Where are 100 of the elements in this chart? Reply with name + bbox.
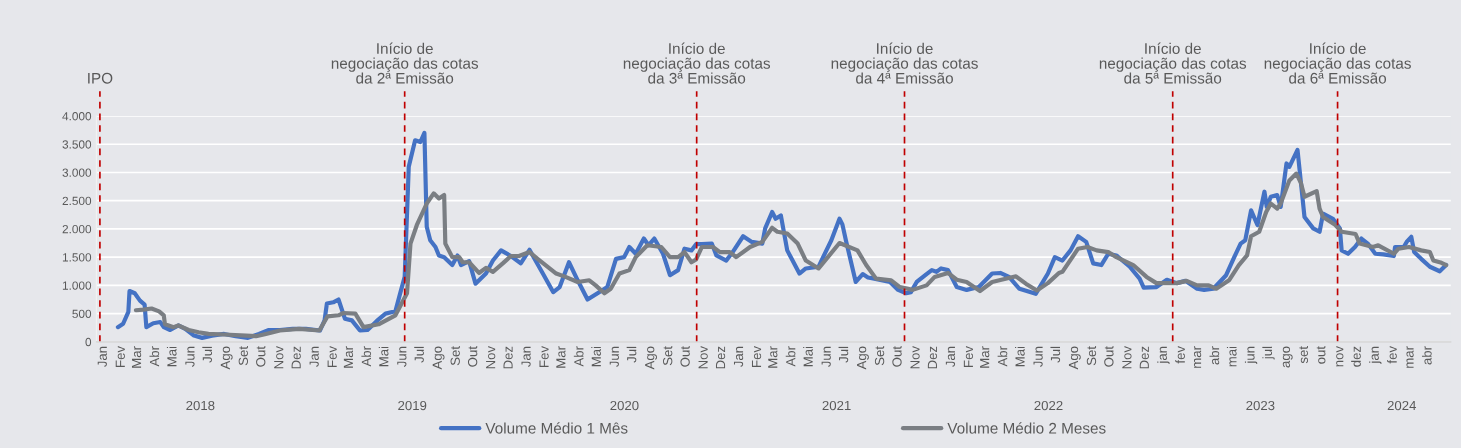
ref-line-label: Início de negociação das cotas da 3ª Emissão [623,42,771,84]
x-tick-label: Mai [378,346,389,367]
text: 2022 [1034,400,1063,411]
x-tick-label: Mar [556,346,566,368]
x-tick-label: set [1299,346,1309,364]
x-tick-label: Set [238,346,248,366]
x-tick-label: Out [256,346,266,367]
y-tick-label: 1.000 [62,281,92,290]
x-tick-label: Ago [432,346,445,370]
text: 2018 [186,400,215,411]
legend-label: Volume Médio 2 Meses [947,422,1106,434]
x-tick-label: Mai [591,346,601,367]
x-tick-label: Jun [185,346,195,368]
y-tick-label: 4.000 [62,112,92,121]
x-tick-label: Ago [220,346,233,370]
x-tick-label: Mai [166,346,177,367]
line-series [133,171,1449,339]
x-tick-label: fev [1175,346,1185,364]
x-tick-label: Ago [857,346,869,370]
x-tick-label: mai [1226,346,1237,367]
x-tick-label: Out [680,346,690,367]
x-tick-label: mar [1193,346,1202,368]
x-tick-label: Abr [361,346,372,367]
text: 2023 [1246,400,1275,411]
x-tick-label: Jun [609,346,619,368]
x-tick-label: Set [663,346,673,366]
x-tick-label: Nov [1122,346,1132,369]
x-tick-label: Ago [645,346,657,370]
ref-line-label: Início de negociação das cotas da 6ª Emissão [1264,42,1411,84]
x-tick-label: Mai [803,346,813,367]
x-tick-label: Mar [768,346,778,368]
y-tick-label: 3.000 [62,168,92,177]
y-tick-label: 2.500 [62,196,92,206]
x-tick-label: Set [874,346,885,366]
x-tick-label: Fev [751,346,762,367]
x-tick-label: Mai [1015,346,1025,367]
y-tick-label: 0 [85,337,92,347]
x-tick-label: Fev [327,346,337,367]
x-tick-label: Abr [785,346,796,367]
ref-line-label: Início de negociação das cotas da 2ª Emissão [331,42,479,84]
x-tick-label: Nov [698,346,708,369]
text: 2024 [1387,400,1417,411]
ref-line-label: Início de negociação das cotas da 5ª Emissão [1099,42,1247,84]
x-tick-label: Out [1104,346,1114,367]
x-tick-label: Mar [980,346,990,368]
x-tick-label: Jul [626,346,637,363]
y-tick-label: 3.500 [62,140,92,149]
x-tick-label: abr [1421,346,1432,365]
x-tick-label: ago [1282,346,1293,368]
x-tick-label: jul [1262,346,1275,360]
x-tick-label: jan [1369,346,1382,364]
x-tick-label: Out [892,346,902,367]
x-tick-label: Dez [1139,346,1149,369]
x-tick-label: Jan [309,346,319,368]
x-tick-label: Jan [733,346,744,368]
x-tick-label: Set [450,346,460,366]
x-tick-label: jun [1244,346,1258,364]
x-tick-label: dez [1351,346,1361,367]
x-tick-label: Jun [397,346,407,368]
x-tick-label: Jan [97,346,107,368]
x-tick-label: Dez [503,346,513,369]
x-tick-label: Jan [945,346,956,368]
x-tick-label: Jun [821,346,831,368]
x-tick-label: nov [1336,346,1344,367]
x-tick-label: Jul [414,346,424,363]
y-tick-label: 500 [72,309,92,318]
x-tick-label: Fev [963,346,974,367]
x-tick-label: Nov [274,346,284,369]
x-tick-label: Abr [573,346,584,367]
x-tick-label: Nov [486,346,496,369]
x-tick-label: Mar [343,346,354,368]
x-tick-label: fev [1387,346,1397,364]
x-tick-label: Jul [1050,346,1061,363]
x-tick-label: Jan [521,346,531,368]
x-tick-label: Fev [539,346,549,367]
x-tick-label: Jun [1033,346,1043,368]
text: 2021 [822,400,851,411]
x-tick-label: jan [1157,346,1170,364]
y-tick-label: 1.500 [62,253,92,262]
x-tick-label: Dez [927,346,938,369]
x-tick-label: Out [467,346,478,367]
x-tick-label: mar [1406,346,1414,368]
ref-line-label: Início de negociação das cotas da 4ª Emissão [831,42,978,84]
x-tick-label: Jul [202,346,213,363]
x-tick-label: abr [1209,346,1220,365]
x-tick-label: out [1316,346,1326,364]
legend-label: Volume Médio 1 Mês [485,422,628,434]
x-tick-label: Nov [910,346,920,369]
x-tick-label: Dez [715,346,726,369]
x-tick-label: Dez [291,346,301,369]
x-tick-label: Ago [1068,346,1081,370]
x-tick-label: Abr [149,346,160,367]
x-tick-label: Set [1086,346,1097,366]
ref-line-label: IPO [88,72,113,84]
text: 2019 [398,400,427,411]
text: 2020 [610,400,639,411]
x-tick-label: Jul [838,346,849,363]
y-tick-label: 2.000 [62,224,92,234]
x-tick-label: Mar [131,346,142,368]
x-tick-label: Abr [997,346,1008,367]
